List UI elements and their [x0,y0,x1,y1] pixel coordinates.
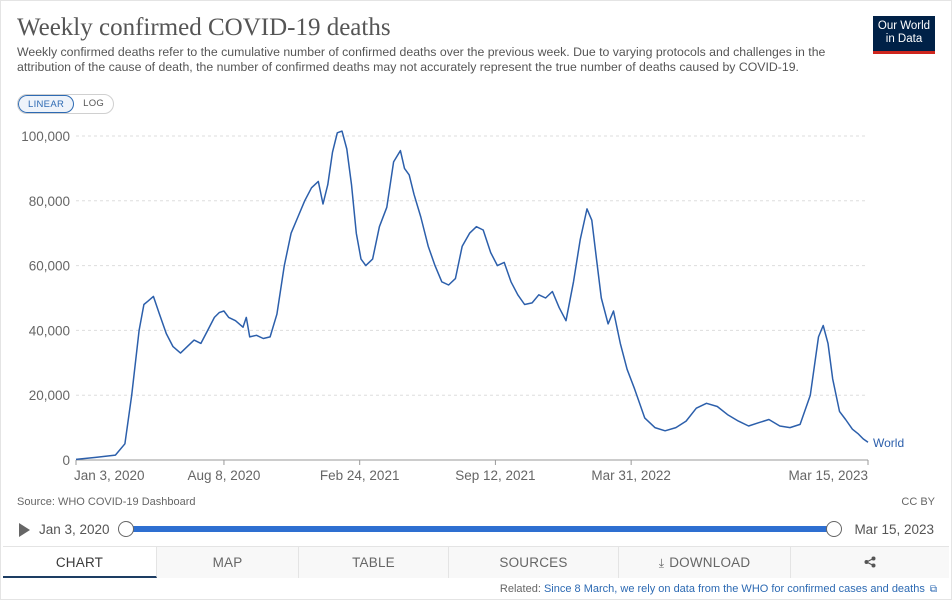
logo-line-1: Our World [877,20,931,32]
x-tick-label: Aug 8, 2020 [188,468,261,483]
related-prefix: Related: [499,583,541,595]
series-line-world[interactable] [75,130,869,461]
y-tick-label: 40,000 [29,323,70,338]
y-axis: 0 20,000 40,000 60,000 80,000 100,000 [21,129,70,468]
license-note[interactable]: CC BY [901,496,935,508]
y-tick-label: 80,000 [29,194,70,209]
play-icon[interactable] [19,523,30,537]
timeline-end-handle[interactable] [826,521,842,537]
tab-download-label: DOWNLOAD [669,555,751,570]
y-tick-label: 20,000 [29,388,70,403]
timeline-start-handle[interactable] [118,521,134,537]
grid-layer [76,135,868,461]
share-icon [864,556,876,568]
timeline-end-label: Mar 15, 2023 [854,522,934,537]
x-axis: Jan 3, 2020 Aug 8, 2020 Feb 24, 2021 Sep 12… [74,460,869,483]
source-note[interactable]: Source: WHO COVID-19 Dashboard [17,496,196,508]
timeline: Jan 3, 2020 Mar 15, 2023 [17,518,937,540]
series-label-world: World [873,436,904,450]
line-chart: 0 20,000 40,000 60,000 80,000 100,000 Jan 3, … [21,129,904,483]
x-tick-label: Feb 24, 2021 [320,468,400,483]
tab-bar: CHART MAP TABLE SOURCES ⤓ DOWNLOAD [3,546,949,578]
scale-toggle: LINEAR LOG [17,94,115,114]
external-link-icon[interactable]: ⧉ [929,584,937,595]
y-tick-label: 0 [62,453,70,468]
tab-table[interactable]: TABLE [299,547,449,578]
tab-download[interactable]: ⤓ DOWNLOAD [619,547,791,578]
timeline-track[interactable] [126,526,834,532]
y-tick-label: 100,000 [21,129,70,144]
share-button[interactable] [791,547,949,578]
related-link[interactable]: Since 8 March, we rely on data from the … [543,583,925,595]
logo-line-2: in Data [885,33,923,45]
owid-logo[interactable]: Our World in Data [873,16,935,54]
related-note: Related: Since 8 March, we rely on data … [500,583,937,595]
log-scale-button[interactable]: LOG [83,98,105,109]
chart-title: Weekly confirmed COVID-19 deaths [17,14,391,41]
x-tick-label: Mar 31, 2022 [591,468,671,483]
y-tick-label: 60,000 [29,259,70,274]
x-tick-label: Sep 12, 2021 [455,468,535,483]
x-tick-label: Jan 3, 2020 [74,468,145,483]
timeline-start-label: Jan 3, 2020 [39,522,110,537]
series-layer: World [75,130,904,461]
download-icon: ⤓ [658,556,665,570]
x-tick-label: Mar 15, 2023 [788,468,868,483]
tab-sources[interactable]: SOURCES [449,547,619,578]
chart-subtitle: Weekly confirmed deaths refer to the cum… [17,45,826,74]
tab-chart[interactable]: CHART [3,547,157,578]
linear-scale-button[interactable]: LINEAR [18,95,75,113]
tab-map[interactable]: MAP [157,547,299,578]
